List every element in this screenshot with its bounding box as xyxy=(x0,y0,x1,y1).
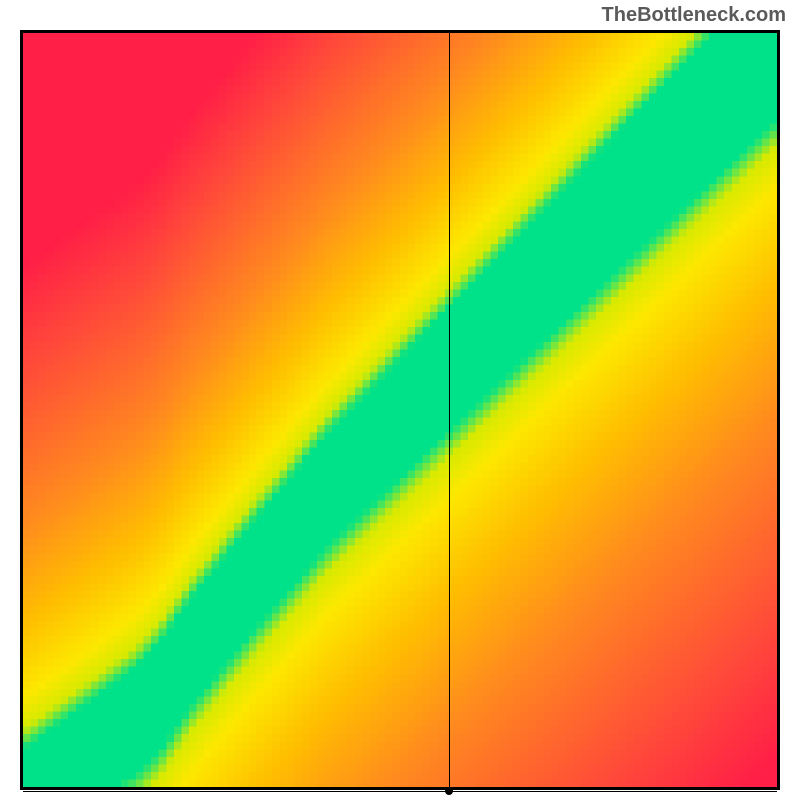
crosshair-vertical xyxy=(449,33,450,787)
crosshair-horizontal xyxy=(23,791,777,792)
heatmap-plot xyxy=(20,30,780,790)
heatmap-canvas xyxy=(23,33,777,787)
watermark: TheBottleneck.com xyxy=(602,4,786,27)
crosshair-point xyxy=(445,787,453,795)
